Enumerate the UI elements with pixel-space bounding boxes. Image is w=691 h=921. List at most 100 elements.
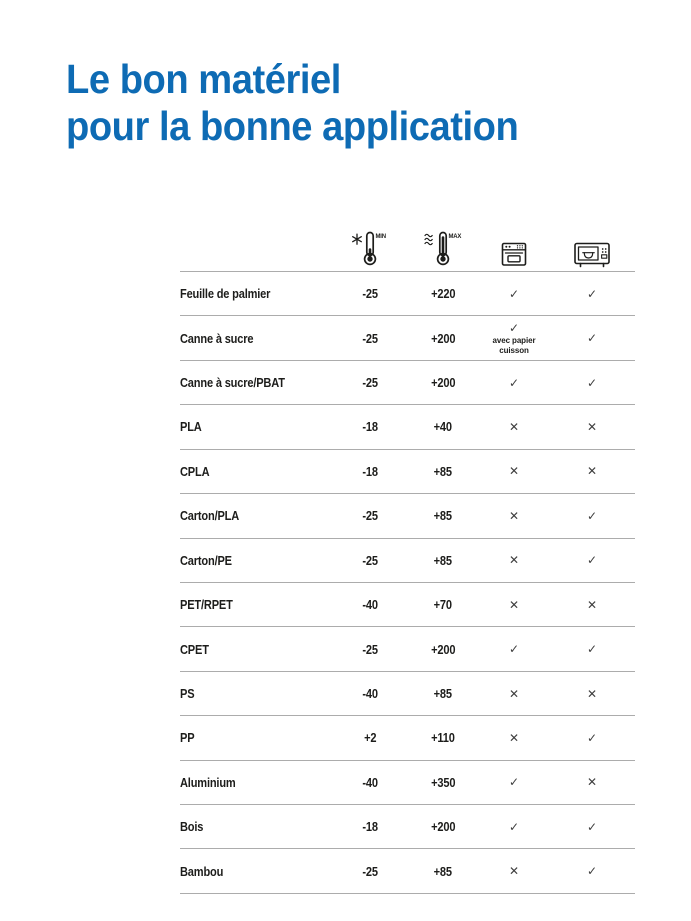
temp-min-value: -25 [362, 375, 378, 391]
page-title: Le bon matériel pour la bonne applicatio… [66, 56, 519, 150]
temp-max-cell: +85 [407, 849, 479, 892]
materials-table: MIN MAX [180, 228, 635, 894]
material-name: Canne à sucre/PBAT [180, 375, 285, 391]
temp-min-cell: -25 [333, 316, 407, 359]
microwave-mark: ✕ [586, 597, 598, 612]
table-row: CPET -25 +200 ✓ ✓ [180, 627, 635, 672]
temp-max-cell: +200 [407, 361, 479, 404]
oven-cell: ✕ [479, 405, 549, 448]
temp-max-value: +85 [433, 552, 453, 568]
oven-cell: ✓ [479, 761, 549, 804]
material-cell: Canne à sucre [180, 316, 333, 359]
temp-max-value: +110 [431, 730, 455, 746]
temp-max-cell: +200 [407, 316, 479, 359]
oven-mark: ✓ [508, 321, 520, 336]
oven-mark: ✕ [508, 597, 520, 612]
temp-min-value: -25 [362, 641, 378, 657]
oven-cell: ✓ avec papier cuisson [479, 316, 549, 359]
oven-mark: ✕ [508, 730, 520, 745]
microwave-cell: ✕ [549, 672, 635, 715]
page-title-line-2: pour la bonne application [66, 103, 519, 149]
microwave-mark: ✓ [586, 730, 598, 745]
material-name: CPLA [180, 463, 210, 479]
material-name: PLA [180, 419, 202, 435]
material-cell: Feuille de palmier [180, 272, 333, 315]
microwave-cell: ✕ [549, 761, 635, 804]
material-name: PET/RPET [180, 597, 233, 613]
temp-max-cell: +200 [407, 805, 479, 848]
temp-max-cell: +85 [407, 494, 479, 537]
temp-max-value: +85 [433, 863, 453, 879]
table-row: CPLA -18 +85 ✕ ✕ [180, 450, 635, 495]
microwave-mark: ✓ [586, 331, 598, 346]
material-cell: Aluminium [180, 761, 333, 804]
material-cell: Bambou [180, 849, 333, 892]
oven-note: avec papier cuisson [492, 336, 536, 355]
microwave-cell: ✕ [549, 583, 635, 626]
oven-cell: ✕ [479, 716, 549, 759]
microwave-mark: ✓ [586, 642, 598, 657]
microwave-cell: ✓ [549, 494, 635, 537]
microwave-mark: ✓ [586, 508, 598, 523]
material-name: Carton/PLA [180, 508, 240, 524]
temp-min-cell: -40 [333, 672, 407, 715]
table-row: Bambou -25 +85 ✕ ✓ [180, 849, 635, 894]
material-cell: PET/RPET [180, 583, 333, 626]
temp-max-cell: +70 [407, 583, 479, 626]
col-header-material [180, 228, 333, 271]
table-row: Carton/PE -25 +85 ✕ ✓ [180, 539, 635, 583]
material-cell: PS [180, 672, 333, 715]
table-row: PP +2 +110 ✕ ✓ [180, 716, 635, 761]
temp-min-cell: -25 [333, 627, 407, 670]
col-header-temp-min: MIN [333, 228, 407, 271]
temp-min-cell: -40 [333, 761, 407, 804]
material-name: PS [180, 686, 195, 701]
temp-max-value: +200 [430, 819, 456, 835]
oven-mark: ✕ [508, 419, 520, 434]
microwave-mark: ✓ [586, 375, 598, 390]
material-name: CPET [180, 641, 209, 657]
microwave-mark: ✓ [586, 286, 598, 301]
material-cell: Carton/PE [180, 539, 333, 582]
table-row: Feuille de palmier -25 +220 ✓ ✓ [180, 272, 635, 317]
temp-min-value: -25 [362, 286, 378, 302]
microwave-cell: ✕ [549, 405, 635, 448]
temp-max-cell: +220 [407, 272, 479, 315]
temp-max-cell: +85 [407, 450, 479, 493]
material-cell: PP [180, 716, 333, 759]
table-body: Feuille de palmier -25 +220 ✓ ✓ Canne à … [180, 272, 635, 894]
temp-min-value: -40 [362, 774, 378, 790]
temp-min-cell: -18 [333, 805, 407, 848]
material-name: Aluminium [180, 774, 236, 790]
table-row: PLA -18 +40 ✕ ✕ [180, 405, 635, 450]
temp-max-value: +200 [430, 330, 456, 346]
temp-max-value: +85 [433, 463, 453, 479]
oven-icon [501, 242, 527, 266]
table-row: Aluminium -40 +350 ✓ ✕ [180, 761, 635, 806]
oven-cell: ✕ [479, 539, 549, 582]
temp-max-value: +220 [430, 286, 456, 302]
temp-min-cell: -18 [333, 450, 407, 493]
temp-min-cell: -25 [333, 494, 407, 537]
oven-cell: ✕ [479, 494, 549, 537]
microwave-mark: ✓ [586, 819, 598, 834]
oven-cell: ✓ [479, 805, 549, 848]
oven-mark: ✓ [508, 286, 520, 301]
material-cell: CPET [180, 627, 333, 670]
microwave-cell: ✓ [549, 361, 635, 404]
material-cell: PLA [180, 405, 333, 448]
microwave-cell: ✓ [549, 272, 635, 315]
temp-max-cell: +85 [407, 672, 479, 715]
oven-cell: ✓ [479, 272, 549, 315]
oven-cell: ✕ [479, 583, 549, 626]
oven-mark: ✓ [508, 775, 520, 790]
material-cell: Bois [180, 805, 333, 848]
temp-min-cell: +2 [333, 716, 407, 759]
thermometer-min-icon: MIN [352, 231, 386, 266]
oven-mark: ✓ [508, 375, 520, 390]
oven-mark: ✓ [508, 819, 520, 834]
microwave-cell: ✓ [549, 716, 635, 759]
material-name: Canne à sucre [180, 330, 254, 346]
temp-min-cell: -25 [333, 849, 407, 892]
microwave-cell: ✓ [549, 627, 635, 670]
